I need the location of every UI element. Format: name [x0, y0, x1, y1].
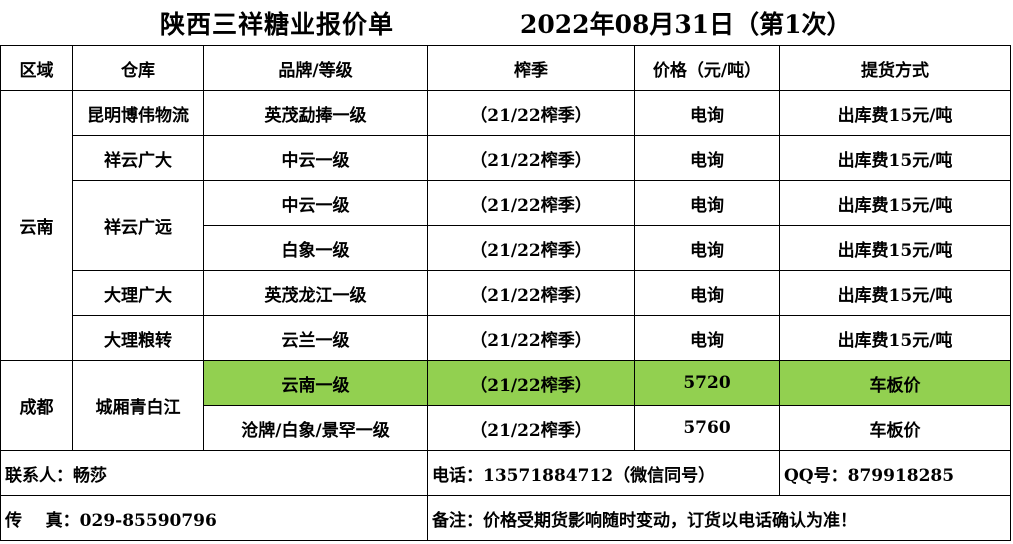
season-cell: （21/22榨季） [427, 180, 635, 226]
price-cell: 电询 [634, 90, 780, 136]
delivery-cell: 出库费15元/吨 [779, 315, 1011, 361]
price-cell: 5760 [634, 405, 780, 451]
table-row: 大理粮转 云兰一级 （21/22榨季） 电询 出库费15元/吨 [1, 315, 1011, 361]
price-cell-highlighted: 5720 [634, 360, 780, 406]
price-cell: 电询 [634, 135, 780, 181]
warehouse-cell: 大理广大 [72, 270, 204, 316]
header-brand: 品牌/等级 [203, 45, 428, 91]
warehouse-cell: 昆明博伟物流 [72, 90, 204, 136]
price-cell: 电询 [634, 315, 780, 361]
header-price: 价格（元/吨） [634, 45, 780, 91]
delivery-cell-highlighted: 车板价 [779, 360, 1011, 406]
sheet-date: 2022年08月31日（第1次） [520, 10, 852, 39]
price-cell: 电询 [634, 225, 780, 271]
brand-cell: 英茂龙江一级 [203, 270, 428, 316]
table-row: 祥云广大 中云一级 （21/22榨季） 电询 出库费15元/吨 [1, 135, 1011, 181]
brand-cell-highlighted: 云南一级 [203, 360, 428, 406]
delivery-cell: 出库费15元/吨 [779, 180, 1011, 226]
price-note: 备注：价格受期货影响随时变动，订货以电话确认为准！ [427, 495, 1011, 541]
table-row: 白象一级 （21/22榨季） 电询 出库费15元/吨 [1, 225, 1011, 271]
delivery-cell: 出库费15元/吨 [779, 135, 1011, 181]
season-cell: （21/22榨季） [427, 135, 635, 181]
sheet-title: 陕西三祥糖业报价单 [160, 10, 395, 39]
price-cell: 电询 [634, 180, 780, 226]
contact-fax: 传 真：029-85590796 [0, 495, 428, 541]
price-table: 区域 仓库 品牌/等级 榨季 价格（元/吨） 提货方式 云南 昆明博伟物流 英茂… [0, 45, 1011, 541]
brand-cell: 中云一级 [203, 135, 428, 181]
brand-cell: 白象一级 [203, 225, 428, 271]
header-delivery: 提货方式 [779, 45, 1011, 91]
delivery-cell: 出库费15元/吨 [779, 270, 1011, 316]
season-cell-highlighted: （21/22榨季） [427, 360, 635, 406]
season-cell: （21/22榨季） [427, 225, 635, 271]
region-yunnan: 云南 [0, 90, 73, 361]
brand-cell: 沧牌/白象/景罕一级 [203, 405, 428, 451]
delivery-cell: 出库费15元/吨 [779, 90, 1011, 136]
table-row: 大理广大 英茂龙江一级 （21/22榨季） 电询 出库费15元/吨 [1, 270, 1011, 316]
table-row: 成都 城厢青白江 云南一级 （21/22榨季） 5720 车板价 [0, 360, 1011, 451]
header-row: 区域 仓库 品牌/等级 榨季 价格（元/吨） 提货方式 [0, 45, 1011, 91]
season-cell: （21/22榨季） [427, 405, 635, 451]
header-season: 榨季 [427, 45, 635, 91]
price-cell: 电询 [634, 270, 780, 316]
table-row: 云南 昆明博伟物流 英茂勐捧一级 （21/22榨季） 电询 出库费15元/吨 [0, 90, 1011, 361]
header-warehouse: 仓库 [72, 45, 204, 91]
warehouse-cell: 城厢青白江 [72, 360, 204, 451]
header-region: 区域 [0, 45, 73, 91]
footer-row-fax: 传 真：029-85590796 备注：价格受期货影响随时变动，订货以电话确认为… [0, 495, 1011, 541]
brand-cell: 英茂勐捧一级 [203, 90, 428, 136]
brand-cell: 云兰一级 [203, 315, 428, 361]
brand-cell: 中云一级 [203, 180, 428, 226]
contact-phone: 电话：13571884712（微信同号） [427, 450, 780, 496]
contact-qq: QQ号：879918285 [779, 450, 1011, 496]
region-chengdu: 成都 [0, 360, 73, 451]
warehouse-cell: 祥云广大 [72, 135, 204, 181]
footer-row-contact: 联系人：畅莎 电话：13571884712（微信同号） QQ号：87991828… [0, 450, 1011, 496]
season-cell: （21/22榨季） [427, 270, 635, 316]
warehouse-cell: 祥云广远 [72, 180, 204, 271]
contact-person: 联系人：畅莎 [0, 450, 428, 496]
delivery-cell: 车板价 [779, 405, 1011, 451]
warehouse-cell: 大理粮转 [72, 315, 204, 361]
season-cell: （21/22榨季） [427, 90, 635, 136]
table-row: 沧牌/白象/景罕一级 （21/22榨季） 5760 车板价 [1, 405, 1011, 451]
delivery-cell: 出库费15元/吨 [779, 225, 1011, 271]
season-cell: （21/22榨季） [427, 315, 635, 361]
table-row: 祥云广远 中云一级 （21/22榨季） 电询 出库费15元/吨 [1, 180, 1011, 271]
title-row: 陕西三祥糖业报价单 2022年08月31日（第1次） [0, 0, 1013, 45]
